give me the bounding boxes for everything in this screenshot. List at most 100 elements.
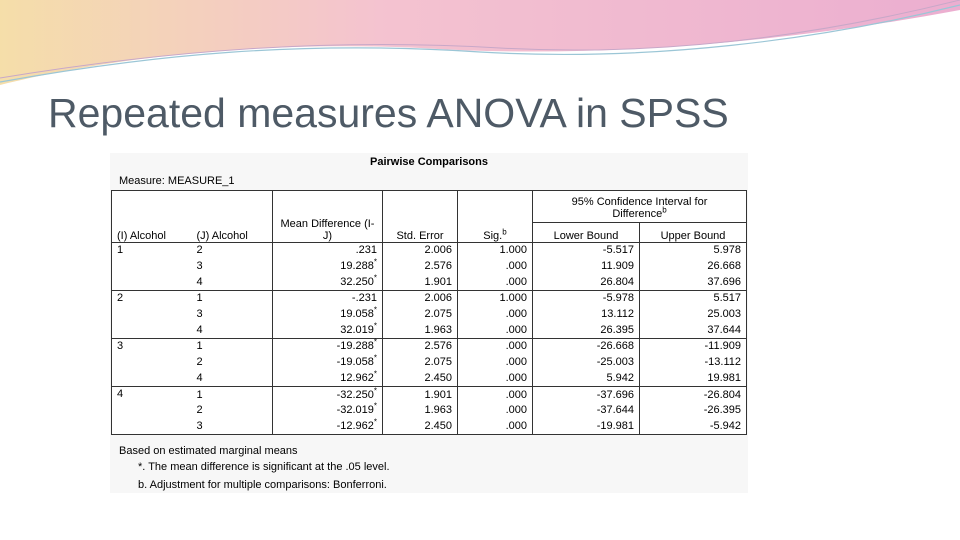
significance-mark: * bbox=[373, 401, 377, 411]
cell-sig: .000 bbox=[457, 386, 533, 403]
table-row: 1 2 .231 2.006 1.000 -5.517 5.978 bbox=[112, 242, 747, 259]
mean-value: -12.962 bbox=[336, 419, 374, 432]
mean-value: 32.019 bbox=[340, 323, 374, 336]
table-row: 3 1 -19.288* 2.576.000 -26.668 -11.909 bbox=[112, 337, 747, 355]
cell-mean: 32.250* bbox=[272, 273, 383, 291]
mean-value: 32.250 bbox=[340, 275, 374, 288]
cell-upper: -13.112 bbox=[638, 354, 747, 371]
cell-mean: -32.019* bbox=[272, 401, 383, 419]
cell-se: 1.963 bbox=[382, 322, 458, 339]
cell-j: 1 bbox=[196, 388, 203, 401]
significance-mark: * bbox=[373, 385, 377, 395]
table-row: 4 32.250* 1.901.000 26.804 37.696 bbox=[112, 273, 747, 291]
table-row: 4 32.019* 1.963.000 26.395 37.644 bbox=[112, 321, 747, 339]
cell-upper: 5.517 bbox=[638, 290, 747, 307]
cell-lower: -25.003 bbox=[532, 354, 640, 371]
cell-sig: 1.000 bbox=[457, 290, 533, 307]
cell-j: 4 bbox=[196, 371, 203, 384]
cell-upper: 37.644 bbox=[638, 322, 747, 339]
cell-sig: .000 bbox=[457, 274, 533, 291]
cell-lower: 26.395 bbox=[532, 322, 640, 339]
cell-lower: -5.517 bbox=[532, 242, 640, 259]
header-ci-text: 95% Confidence Interval for Difference bbox=[571, 196, 708, 220]
row-group: 2 1 -.231 2.006 1.000 -5.978 5.517 3 19.058* 2.07… bbox=[111, 290, 747, 339]
cell-se: 2.006 bbox=[382, 242, 458, 259]
cell-i: 4 bbox=[117, 388, 124, 401]
cell-upper: -26.395 bbox=[638, 402, 747, 419]
cell-j: 4 bbox=[196, 275, 203, 288]
cell-lower: 26.804 bbox=[532, 274, 640, 291]
cell-se: 2.075 bbox=[382, 354, 458, 371]
cell-sig: .000 bbox=[457, 418, 533, 435]
cell-lower: -5.978 bbox=[532, 290, 640, 307]
cell-se: 2.576 bbox=[382, 258, 458, 275]
cell-se: 2.576 bbox=[382, 338, 458, 355]
cell-mean: 12.962* bbox=[272, 370, 383, 387]
cell-se: 2.075 bbox=[382, 306, 458, 323]
cell-upper: 37.696 bbox=[638, 274, 747, 291]
cell-sig: .000 bbox=[457, 370, 533, 387]
cell-sig: .000 bbox=[457, 354, 533, 371]
cell-se: 2.450 bbox=[382, 418, 458, 435]
significance-mark: * bbox=[373, 353, 377, 363]
cell-mean: .231 bbox=[272, 242, 383, 259]
cell-mean: -32.250* bbox=[272, 385, 383, 403]
mean-value: -32.019 bbox=[336, 404, 374, 417]
mean-value: 19.058 bbox=[340, 308, 374, 321]
cell-lower: -37.644 bbox=[532, 402, 640, 419]
header-i: (I) Alcohol bbox=[117, 230, 166, 242]
cell-j: 1 bbox=[196, 292, 203, 305]
cell-upper: 19.981 bbox=[638, 370, 747, 387]
footnote: *. The mean difference is significant at… bbox=[138, 461, 390, 473]
cell-se: 1.963 bbox=[382, 402, 458, 419]
significance-mark: * bbox=[373, 417, 377, 427]
mean-value: -32.250 bbox=[336, 388, 374, 401]
cell-mean: -12.962* bbox=[272, 417, 383, 435]
cell-lower: 13.112 bbox=[532, 306, 640, 323]
cell-sig: .000 bbox=[457, 338, 533, 355]
cell-j: 2 bbox=[196, 404, 203, 417]
cell-upper: -5.942 bbox=[638, 418, 747, 435]
header-sig-text: Sig. bbox=[483, 230, 503, 242]
table-row: 3 19.288* 2.576.000 11.909 26.668 bbox=[112, 257, 747, 275]
cell-lower: 5.942 bbox=[532, 370, 640, 387]
cell-upper: 5.978 bbox=[638, 242, 747, 259]
significance-mark: * bbox=[373, 321, 377, 331]
cell-lower: 11.909 bbox=[532, 258, 640, 275]
mean-value: -19.288 bbox=[336, 340, 374, 353]
significance-mark: * bbox=[373, 257, 377, 267]
cell-upper: -26.804 bbox=[638, 386, 747, 403]
significance-mark: * bbox=[373, 305, 377, 315]
significance-mark: * bbox=[373, 273, 377, 283]
pairwise-table: (I) Alcohol (J) Alcohol Mean Difference … bbox=[111, 190, 748, 436]
cell-sig: 1.000 bbox=[457, 242, 533, 259]
cell-j: 3 bbox=[196, 260, 203, 273]
cell-sig: .000 bbox=[457, 322, 533, 339]
slide-title: Repeated measures ANOVA in SPSS bbox=[48, 90, 729, 136]
footnote-mark: b bbox=[502, 227, 507, 237]
cell-j: 3 bbox=[196, 419, 203, 432]
cell-mean: -19.288* bbox=[272, 337, 383, 355]
row-group: 3 1 -19.288* 2.576.000 -26.668 -11.909 2 -19.05… bbox=[111, 337, 747, 387]
cell-i: 1 bbox=[117, 244, 124, 256]
row-group: 1 2.231 2.006 1.000 -5.517 5.978 3 19.288* 2.576… bbox=[111, 242, 747, 291]
header-mean: Mean Difference (I-J) bbox=[272, 190, 383, 243]
cell-mean: -.231 bbox=[272, 290, 383, 307]
cell-i: 3 bbox=[117, 340, 124, 353]
mean-value: .231 bbox=[355, 244, 377, 257]
cell-se: 2.006 bbox=[382, 290, 458, 307]
cell-se: 1.901 bbox=[382, 274, 458, 291]
mean-value: 19.288 bbox=[340, 260, 374, 273]
cell-se: 1.901 bbox=[382, 386, 458, 403]
cell-j: 4 bbox=[196, 323, 203, 336]
significance-mark: * bbox=[373, 337, 377, 347]
decoration bbox=[0, 0, 960, 85]
cell-upper: -11.909 bbox=[638, 338, 747, 355]
mean-value: -.231 bbox=[351, 292, 377, 305]
footnote: Based on estimated marginal means bbox=[119, 445, 298, 457]
spss-output: Pairwise Comparisons Measure: MEASURE_1 … bbox=[110, 153, 748, 493]
table-row: 2 1 -.231 2.006 1.000 -5.978 5.517 bbox=[112, 290, 747, 307]
header-sig: Sig.b bbox=[457, 190, 533, 243]
cell-sig: .000 bbox=[457, 258, 533, 275]
table-row: 4 12.962* 2.450.000 5.942 19.981 bbox=[112, 370, 747, 387]
